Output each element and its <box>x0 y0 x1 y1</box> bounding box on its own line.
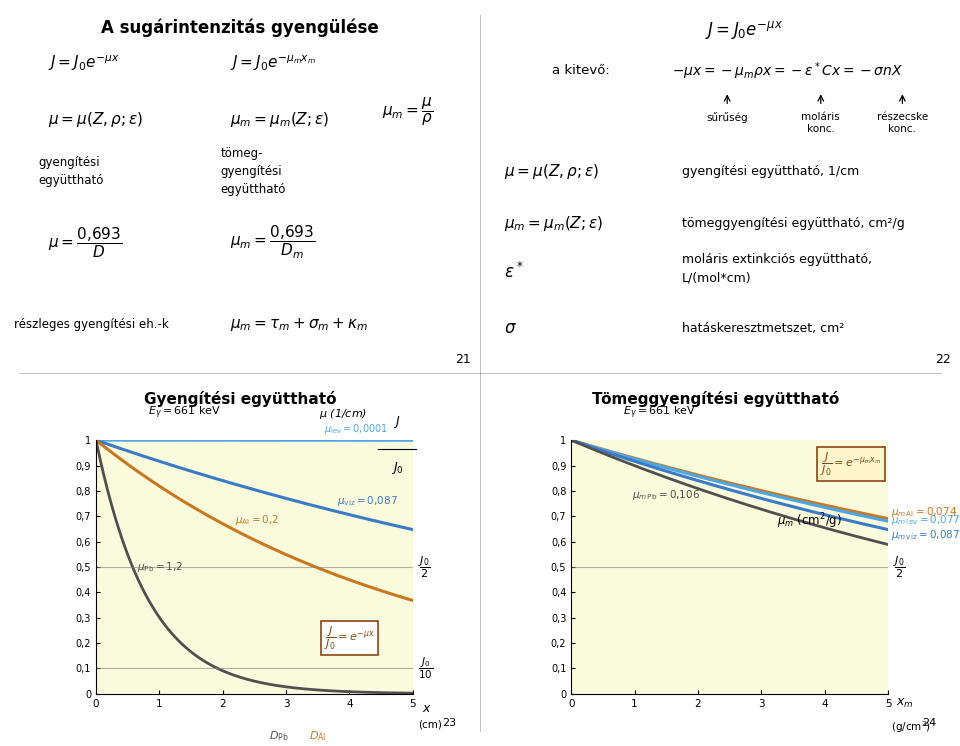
Text: $\mu_\mathrm{lev} = 0{,}0001$: $\mu_\mathrm{lev} = 0{,}0001$ <box>324 422 388 436</box>
Text: sűrűség: sűrűség <box>707 112 748 123</box>
Text: $-\mu x = -\mu_m \rho x = -\varepsilon^* Cx = -\sigma nX$: $-\mu x = -\mu_m \rho x = -\varepsilon^*… <box>672 60 903 81</box>
Text: $\mu_\mathrm{víz} = 0{,}087$: $\mu_\mathrm{víz} = 0{,}087$ <box>337 494 397 508</box>
Text: tömeg-
gyengítési
együttható: tömeg- gyengítési együttható <box>221 147 286 196</box>
Text: $\mu_\mathrm{Pb} =1{,}2$: $\mu_\mathrm{Pb} =1{,}2$ <box>137 560 183 574</box>
Text: $\mu$ (1/cm): $\mu$ (1/cm) <box>319 407 367 421</box>
Text: $\dfrac{J_0}{2}$: $\dfrac{J_0}{2}$ <box>418 554 430 580</box>
Text: $\mu_{m\,\mathrm{Al}} = 0{,}074$: $\mu_{m\,\mathrm{Al}} = 0{,}074$ <box>891 505 957 519</box>
Text: $\mu_m = \mu_m(Z;\varepsilon)$: $\mu_m = \mu_m(Z;\varepsilon)$ <box>504 214 603 233</box>
Text: $\mu = \mu(Z,\rho;\varepsilon)$: $\mu = \mu(Z,\rho;\varepsilon)$ <box>48 110 143 129</box>
Text: $x_m$: $x_m$ <box>896 698 913 710</box>
Text: $\mu = \dfrac{0{,}693}{D}$: $\mu = \dfrac{0{,}693}{D}$ <box>48 225 122 260</box>
Text: 24: 24 <box>922 718 936 727</box>
Text: moláris extinkciós együttható,
L/(mol*cm): moláris extinkciós együttható, L/(mol*cm… <box>682 253 872 284</box>
Text: $\dfrac{J_0}{2}$: $\dfrac{J_0}{2}$ <box>893 554 905 580</box>
Text: 23: 23 <box>443 718 457 727</box>
Text: $\mu_m\ (\mathrm{cm}^2/\mathrm{g})$: $\mu_m\ (\mathrm{cm}^2/\mathrm{g})$ <box>778 511 842 530</box>
Text: $\mu_{m\,\mathrm{Pb}} = 0{,}106$: $\mu_{m\,\mathrm{Pb}} = 0{,}106$ <box>633 488 700 502</box>
Text: $\dfrac{J_0}{10}$: $\dfrac{J_0}{10}$ <box>418 656 433 681</box>
Text: részleges gyengítési eh.-k: részleges gyengítési eh.-k <box>14 318 169 331</box>
Text: $J = J_0 e^{-\mu x}$: $J = J_0 e^{-\mu x}$ <box>48 54 120 73</box>
Text: gyengítési együttható, 1/cm: gyengítési együttható, 1/cm <box>682 165 859 178</box>
Text: $\mu = \mu(Z,\rho;\varepsilon)$: $\mu = \mu(Z,\rho;\varepsilon)$ <box>504 162 599 181</box>
Text: $\mu_{m\,\mathrm{víz}} = 0{,}087$: $\mu_{m\,\mathrm{víz}} = 0{,}087$ <box>891 527 960 542</box>
Text: $D_\mathrm{Al}$: $D_\mathrm{Al}$ <box>309 730 326 743</box>
Text: (cm): (cm) <box>418 719 442 730</box>
Text: $\mu_m = \tau_m + \sigma_m + \kappa_m$: $\mu_m = \tau_m + \sigma_m + \kappa_m$ <box>230 316 369 333</box>
Text: $J$: $J$ <box>394 414 400 430</box>
Text: $x_\mathrm{Pb\,1/10}$: $x_\mathrm{Pb\,1/10}$ <box>204 745 238 746</box>
Text: a kitevő:: a kitevő: <box>552 64 610 78</box>
Text: (g/cm$^2$): (g/cm$^2$) <box>891 719 931 735</box>
Text: $E_\gamma = 661$ keV: $E_\gamma = 661$ keV <box>623 405 697 421</box>
Text: $\dfrac{J}{J_0} = e^{-\mu_m x_m}$: $\dfrac{J}{J_0} = e^{-\mu_m x_m}$ <box>821 451 881 477</box>
Text: tömeggyengítési együttható, cm²/g: tömeggyengítési együttható, cm²/g <box>682 217 904 231</box>
Text: $J_0$: $J_0$ <box>391 460 403 477</box>
Text: $\mu_{m\,\mathrm{lev}} = 0{,}077$: $\mu_{m\,\mathrm{lev}} = 0{,}077$ <box>891 513 960 527</box>
Text: moláris
konc.: moláris konc. <box>802 112 840 134</box>
Text: $\varepsilon^*$: $\varepsilon^*$ <box>504 263 523 282</box>
Text: $D_\mathrm{Pb}$: $D_\mathrm{Pb}$ <box>269 730 289 743</box>
Text: 22: 22 <box>935 353 950 366</box>
Text: $\mu_m = \dfrac{0{,}693}{D_m}$: $\mu_m = \dfrac{0{,}693}{D_m}$ <box>230 224 316 261</box>
Text: $\mu_m = \dfrac{\mu}{\rho}$: $\mu_m = \dfrac{\mu}{\rho}$ <box>382 95 434 128</box>
Text: hatáskeresztmetszet, cm²: hatáskeresztmetszet, cm² <box>682 322 844 335</box>
Text: $E_\gamma = 661$ keV: $E_\gamma = 661$ keV <box>148 405 222 421</box>
Text: $\dfrac{J}{J_0} = e^{-\mu x}$: $\dfrac{J}{J_0} = e^{-\mu x}$ <box>324 624 375 652</box>
Text: 21: 21 <box>455 353 470 366</box>
Text: $\sigma$: $\sigma$ <box>504 319 516 337</box>
Text: x: x <box>422 703 430 715</box>
Text: részecske
konc.: részecske konc. <box>876 112 928 134</box>
Text: $J = J_0 e^{-\mu x}$: $J = J_0 e^{-\mu x}$ <box>705 19 783 40</box>
Text: gyengítési
együttható: gyengítési együttható <box>38 156 104 187</box>
Text: $J = J_0 e^{-\mu_m x_m}$: $J = J_0 e^{-\mu_m x_m}$ <box>230 54 317 73</box>
Text: Gyengítési együttható: Gyengítési együttható <box>144 391 336 407</box>
Text: Tömeggyengítési együttható: Tömeggyengítési együttható <box>591 391 839 407</box>
Text: $\mu_m = \mu_m(Z;\varepsilon)$: $\mu_m = \mu_m(Z;\varepsilon)$ <box>230 110 329 129</box>
Text: $\mu_\mathrm{Al} = 0{,}2$: $\mu_\mathrm{Al} = 0{,}2$ <box>235 513 279 527</box>
Text: A sugárintenzitás gyengülése: A sugárintenzitás gyengülése <box>101 19 379 37</box>
